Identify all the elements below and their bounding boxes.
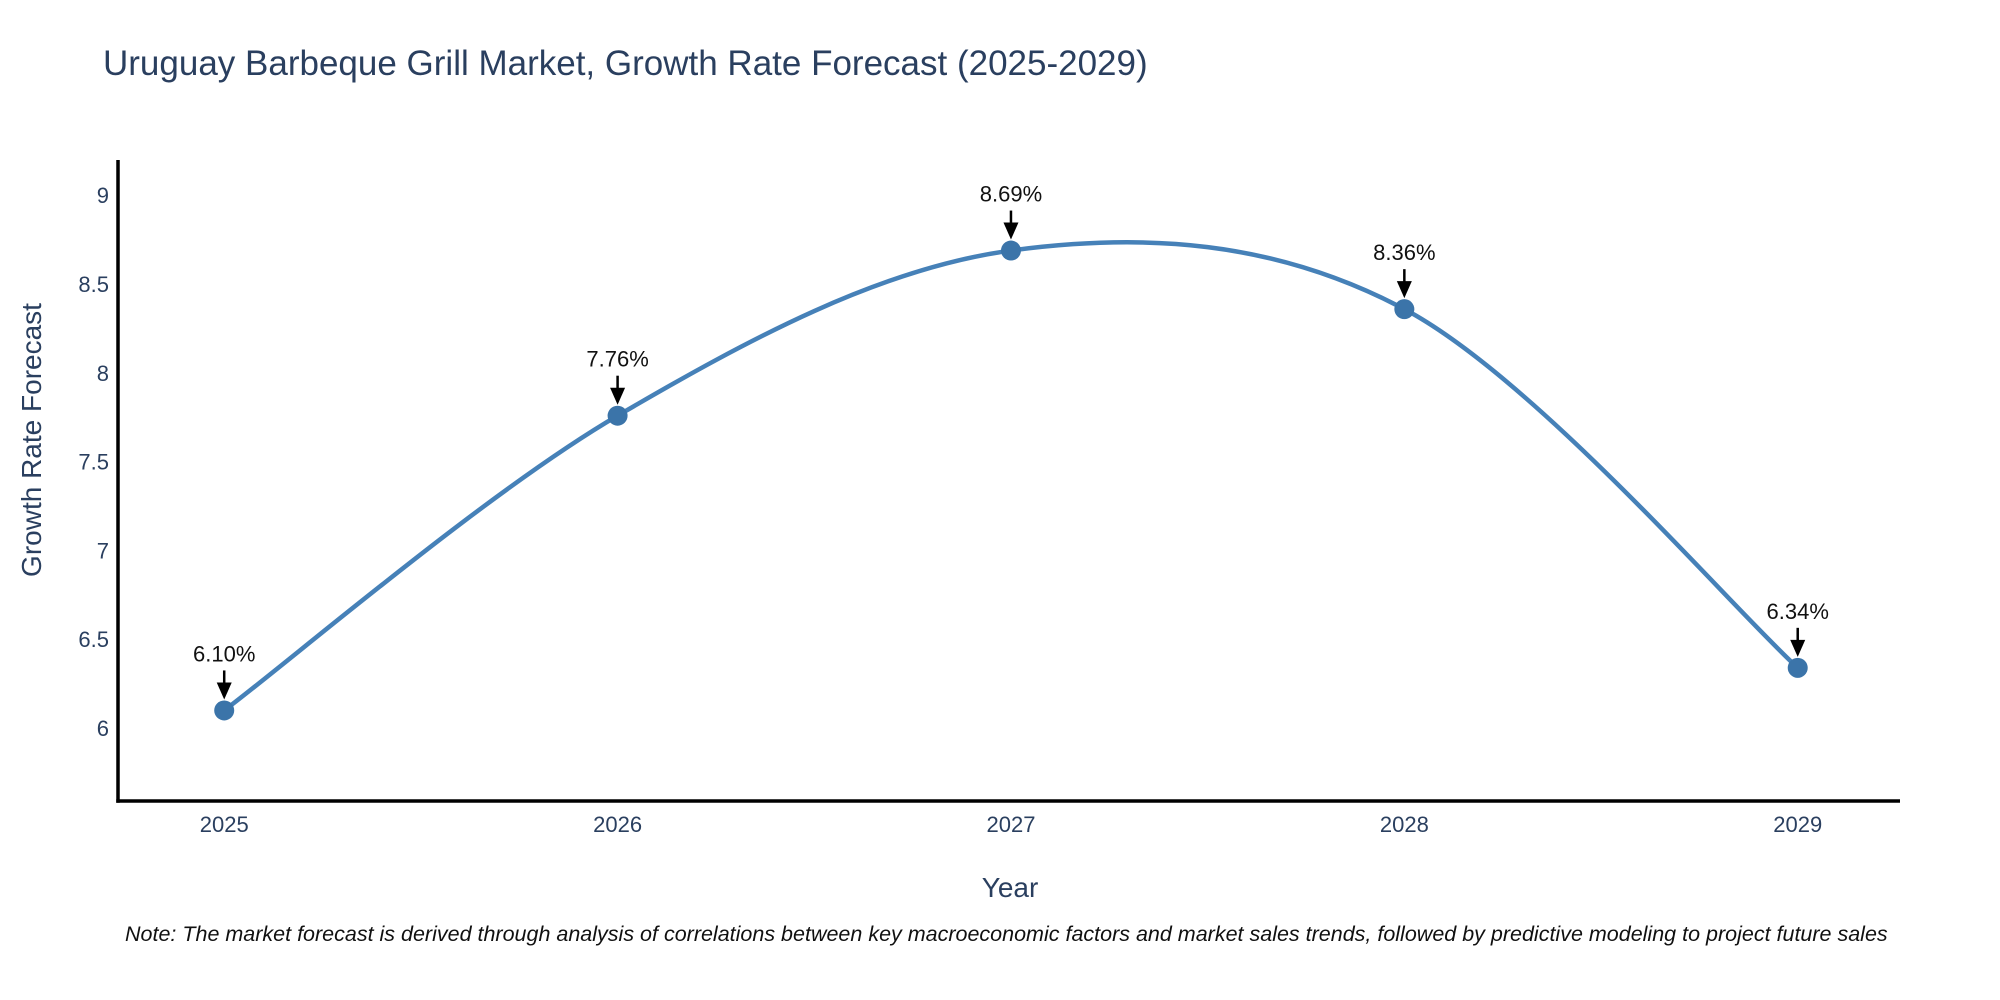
footnote: Note: The market forecast is derived thr… — [125, 922, 1888, 946]
x-tick-label-2029: 2029 — [1773, 812, 1822, 837]
y-tick-label-6.5: 6.5 — [78, 627, 109, 652]
x-tick-label-2027: 2027 — [986, 812, 1035, 837]
annotation-label-2029: 6.34% — [1767, 599, 1829, 624]
x-axis-title: Year — [981, 872, 1039, 903]
annotation-arrowhead-2027 — [1003, 222, 1019, 240]
data-point-2028[interactable] — [1394, 299, 1415, 320]
annotation-label-2028: 8.36% — [1373, 240, 1435, 265]
annotation-arrowhead-2025 — [216, 682, 232, 700]
annotation-label-2026: 7.76% — [586, 347, 648, 372]
y-tick-label-7: 7 — [97, 538, 109, 563]
y-tick-label-7.5: 7.5 — [78, 450, 109, 475]
data-point-2026[interactable] — [607, 405, 628, 426]
annotation-label-2025: 6.10% — [193, 641, 255, 666]
data-point-2027[interactable] — [1000, 240, 1021, 261]
y-tick-label-8.5: 8.5 — [78, 272, 109, 297]
annotation-arrowhead-2029 — [1790, 639, 1806, 657]
chart-title: Uruguay Barbeque Grill Market, Growth Ra… — [103, 44, 1148, 83]
data-point-2029[interactable] — [1787, 657, 1808, 678]
y-tick-label-8: 8 — [97, 361, 109, 386]
x-tick-label-2028: 2028 — [1380, 812, 1429, 837]
annotation-arrowhead-2028 — [1396, 281, 1412, 299]
y-tick-label-6: 6 — [97, 716, 109, 741]
annotation-arrowhead-2026 — [610, 387, 626, 405]
x-tick-label-2025: 2025 — [200, 812, 249, 837]
annotation-label-2027: 8.69% — [980, 182, 1042, 207]
line-series — [221, 239, 1800, 713]
data-point-2025[interactable] — [214, 700, 235, 721]
x-tick-label-2026: 2026 — [593, 812, 642, 837]
y-tick-label-9: 9 — [97, 183, 109, 208]
